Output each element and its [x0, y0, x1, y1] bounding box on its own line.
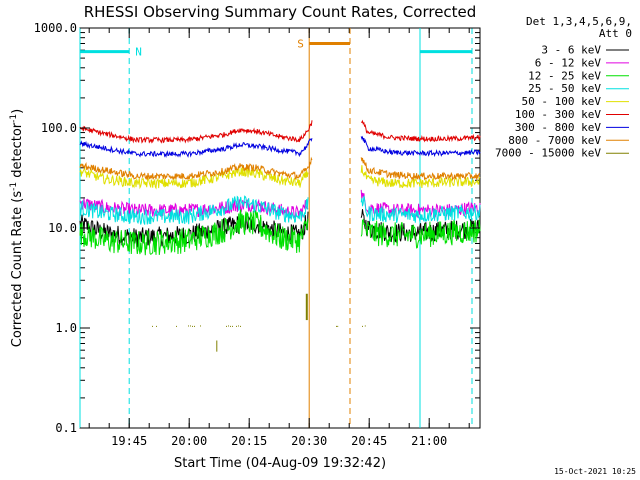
high-energy-point: [192, 325, 193, 327]
high-energy-point: [226, 325, 227, 327]
footer-date: 15-Oct-2021 10:25: [554, 467, 636, 476]
y-axis-label: Corrected Count Rate (s-1 detector-1): [9, 109, 25, 347]
annotation-label: S: [297, 37, 304, 50]
high-energy-point: [200, 325, 201, 327]
legend-header-attenuator: Att 0: [599, 27, 632, 40]
x-tick-label: 21:00: [411, 434, 447, 448]
high-energy-point: [190, 325, 191, 327]
legend-entry-label: 100 - 300 keV: [515, 108, 601, 121]
legend-entry-label: 7000 - 15000 keV: [495, 147, 601, 160]
high-energy-point: [194, 325, 195, 327]
y-tick-label: 1000.0: [34, 21, 77, 35]
series-line: [79, 209, 309, 256]
y-tick-label: 10.0: [48, 221, 77, 235]
high-energy-point: [228, 325, 229, 327]
series-line: [79, 156, 313, 181]
attenuator-annotations: NS: [80, 37, 472, 59]
y-label-part3: ): [10, 109, 25, 114]
chart-title: RHESSI Observing Summary Count Rates, Co…: [84, 3, 477, 21]
legend-entry-label: 6 - 12 keV: [535, 56, 602, 69]
high-energy-point: [364, 325, 366, 327]
legend-entry-label: 25 - 50 keV: [528, 82, 601, 95]
legend-header-detectors: Det 1,3,4,5,6,9,: [526, 15, 632, 28]
y-label-exp2: -1: [9, 114, 19, 123]
series-line: [360, 218, 481, 249]
y-label-part1: Corrected Count Rate (s: [10, 191, 25, 348]
high-energy-point: [156, 325, 157, 327]
legend-entry-label: 50 - 100 keV: [522, 95, 602, 108]
x-tick-label: 19:45: [111, 434, 147, 448]
high-energy-point: [188, 325, 189, 327]
x-axis-label: Start Time (04-Aug-09 19:32:42): [174, 456, 386, 471]
x-tick-label: 20:15: [231, 434, 267, 448]
y-label-exp1: -1: [9, 182, 19, 191]
high-energy-point: [176, 325, 177, 327]
axis-ticks: 1000.0 100.0 10.0 1.0 0.1 19:45 20:00 20:15 20:3…: [34, 21, 480, 448]
high-energy-point: [152, 325, 153, 327]
high-energy-point: [232, 325, 233, 327]
legend-entry-label: 12 - 25 keV: [528, 69, 601, 82]
legend-entry-label: 800 - 7000 keV: [508, 134, 601, 147]
data-series: [79, 119, 481, 352]
x-tick-label: 20:45: [351, 434, 387, 448]
high-energy-point: [362, 325, 363, 327]
y-tick-label: 0.1: [55, 421, 77, 435]
series-line: [360, 189, 481, 219]
series-line: [360, 135, 481, 158]
high-energy-point: [336, 325, 337, 327]
x-tick-label: 20:30: [291, 434, 327, 448]
high-energy-point: [337, 325, 339, 327]
series-line: [79, 138, 313, 158]
series-line: [360, 157, 481, 182]
legend-entry-label: 3 - 6 keV: [541, 44, 601, 57]
high-energy-point: [238, 325, 239, 327]
y-tick-label: 100.0: [41, 121, 77, 135]
series-line: [361, 119, 481, 143]
x-tick-label: 20:00: [171, 434, 207, 448]
series-line: [79, 166, 309, 190]
y-label-part2: detector: [10, 122, 25, 182]
y-tick-label: 1.0: [55, 321, 77, 335]
high-energy-point: [230, 325, 231, 327]
high-energy-point: [236, 325, 237, 327]
series-line: [360, 195, 481, 224]
annotation-label: N: [135, 46, 142, 59]
series-line: [79, 120, 313, 144]
high-energy-point: [240, 325, 241, 327]
series-line: [79, 195, 309, 225]
legend-entry-label: 300 - 800 keV: [515, 121, 601, 134]
